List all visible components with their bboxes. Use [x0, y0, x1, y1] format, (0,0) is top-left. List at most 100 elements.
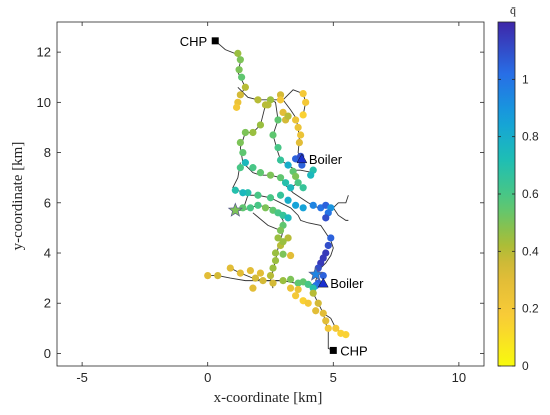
node-point — [292, 201, 300, 209]
y-tick-label: 4 — [44, 246, 51, 261]
node-point — [322, 214, 330, 222]
node-point — [299, 184, 307, 192]
node-point — [232, 103, 241, 111]
node-point — [256, 121, 265, 129]
node-point — [322, 317, 330, 325]
node-point — [319, 309, 327, 317]
node-point — [246, 266, 255, 275]
node-point — [236, 138, 244, 147]
annotation-label: CHP — [180, 34, 207, 49]
x-tick-label: -5 — [76, 370, 88, 385]
node-point — [239, 189, 247, 197]
boiler-marker — [296, 153, 308, 164]
colorbar-tick-label: 0.4 — [522, 244, 539, 258]
node-point — [269, 131, 277, 139]
node-point — [297, 131, 305, 139]
node-point — [269, 264, 277, 272]
node-point — [231, 186, 239, 194]
y-tick-label: 8 — [44, 145, 51, 160]
node-point — [274, 234, 282, 242]
node-point — [235, 66, 243, 74]
node-point — [274, 143, 282, 152]
colorbar-tick-label: 0 — [522, 359, 529, 373]
node-point — [271, 256, 280, 265]
star-marker — [308, 266, 324, 281]
node-point — [324, 324, 332, 332]
boiler-marker — [317, 277, 329, 288]
network-line — [252, 212, 281, 231]
node-point — [276, 191, 285, 199]
node-point — [307, 171, 315, 179]
node-point — [304, 280, 312, 288]
y-tick-label: 10 — [37, 95, 51, 110]
node-point — [249, 164, 257, 172]
node-point — [299, 204, 307, 212]
node-point — [236, 164, 244, 172]
node-point — [286, 251, 295, 260]
node-point — [238, 73, 246, 81]
node-point — [276, 96, 285, 104]
source-markers: CHP CHP Boiler Boiler — [180, 34, 368, 359]
node-point — [292, 116, 300, 124]
node-point — [266, 171, 275, 179]
node-point — [309, 289, 317, 297]
node-point — [276, 156, 285, 164]
node-point — [214, 272, 222, 280]
node-point — [239, 148, 247, 157]
annotation-label: Boiler — [330, 276, 364, 291]
node-point — [302, 98, 310, 106]
node-point — [276, 91, 285, 99]
node-point — [279, 238, 287, 246]
node-point — [294, 285, 302, 294]
node-point — [299, 89, 307, 98]
node-point — [276, 174, 285, 182]
node-point — [249, 128, 257, 137]
node-point — [236, 56, 244, 64]
colorbar-tick-label: 0.2 — [522, 302, 539, 316]
node-point — [292, 172, 300, 181]
network-line — [270, 99, 314, 174]
node-point — [234, 49, 242, 57]
node-point — [294, 123, 302, 132]
node-point — [204, 272, 212, 280]
star-marker — [227, 202, 243, 217]
node-point — [226, 264, 234, 272]
node-point — [261, 101, 270, 109]
node-point — [284, 234, 292, 242]
node-point — [314, 299, 322, 307]
node-point — [286, 184, 295, 192]
node-point — [254, 96, 262, 104]
x-tick-label: 0 — [204, 370, 211, 385]
y-tick-label: 12 — [37, 45, 51, 60]
annotation-label: CHP — [340, 343, 367, 358]
node-point — [327, 234, 335, 242]
node-point — [276, 226, 285, 235]
node-point — [281, 179, 290, 187]
node-point — [279, 250, 287, 258]
node-point — [269, 279, 277, 287]
x-tick-label: 10 — [452, 370, 466, 385]
node-point — [286, 284, 295, 292]
y-tick-label: 6 — [44, 195, 51, 210]
node-point — [295, 138, 303, 147]
colorbar-tick-label: 0.6 — [522, 187, 539, 201]
node-point — [241, 128, 249, 137]
node-point — [332, 324, 340, 332]
node-point — [259, 277, 267, 285]
annotation-label: Boiler — [309, 152, 343, 167]
node-points — [204, 49, 350, 339]
network-line — [332, 207, 349, 221]
node-point — [274, 116, 282, 124]
node-point — [254, 191, 262, 199]
node-point — [236, 269, 244, 277]
node-point — [256, 169, 265, 177]
node-point — [286, 275, 295, 283]
axes: -5 0 5 10 0 2 4 6 8 10 12 — [37, 21, 485, 385]
x-axis-label: x-coordinate [km] — [214, 390, 323, 406]
node-point — [294, 179, 302, 187]
node-point — [312, 307, 320, 315]
node-point — [266, 272, 275, 280]
node-point — [279, 108, 287, 116]
node-point — [299, 111, 307, 119]
node-point — [292, 292, 300, 300]
